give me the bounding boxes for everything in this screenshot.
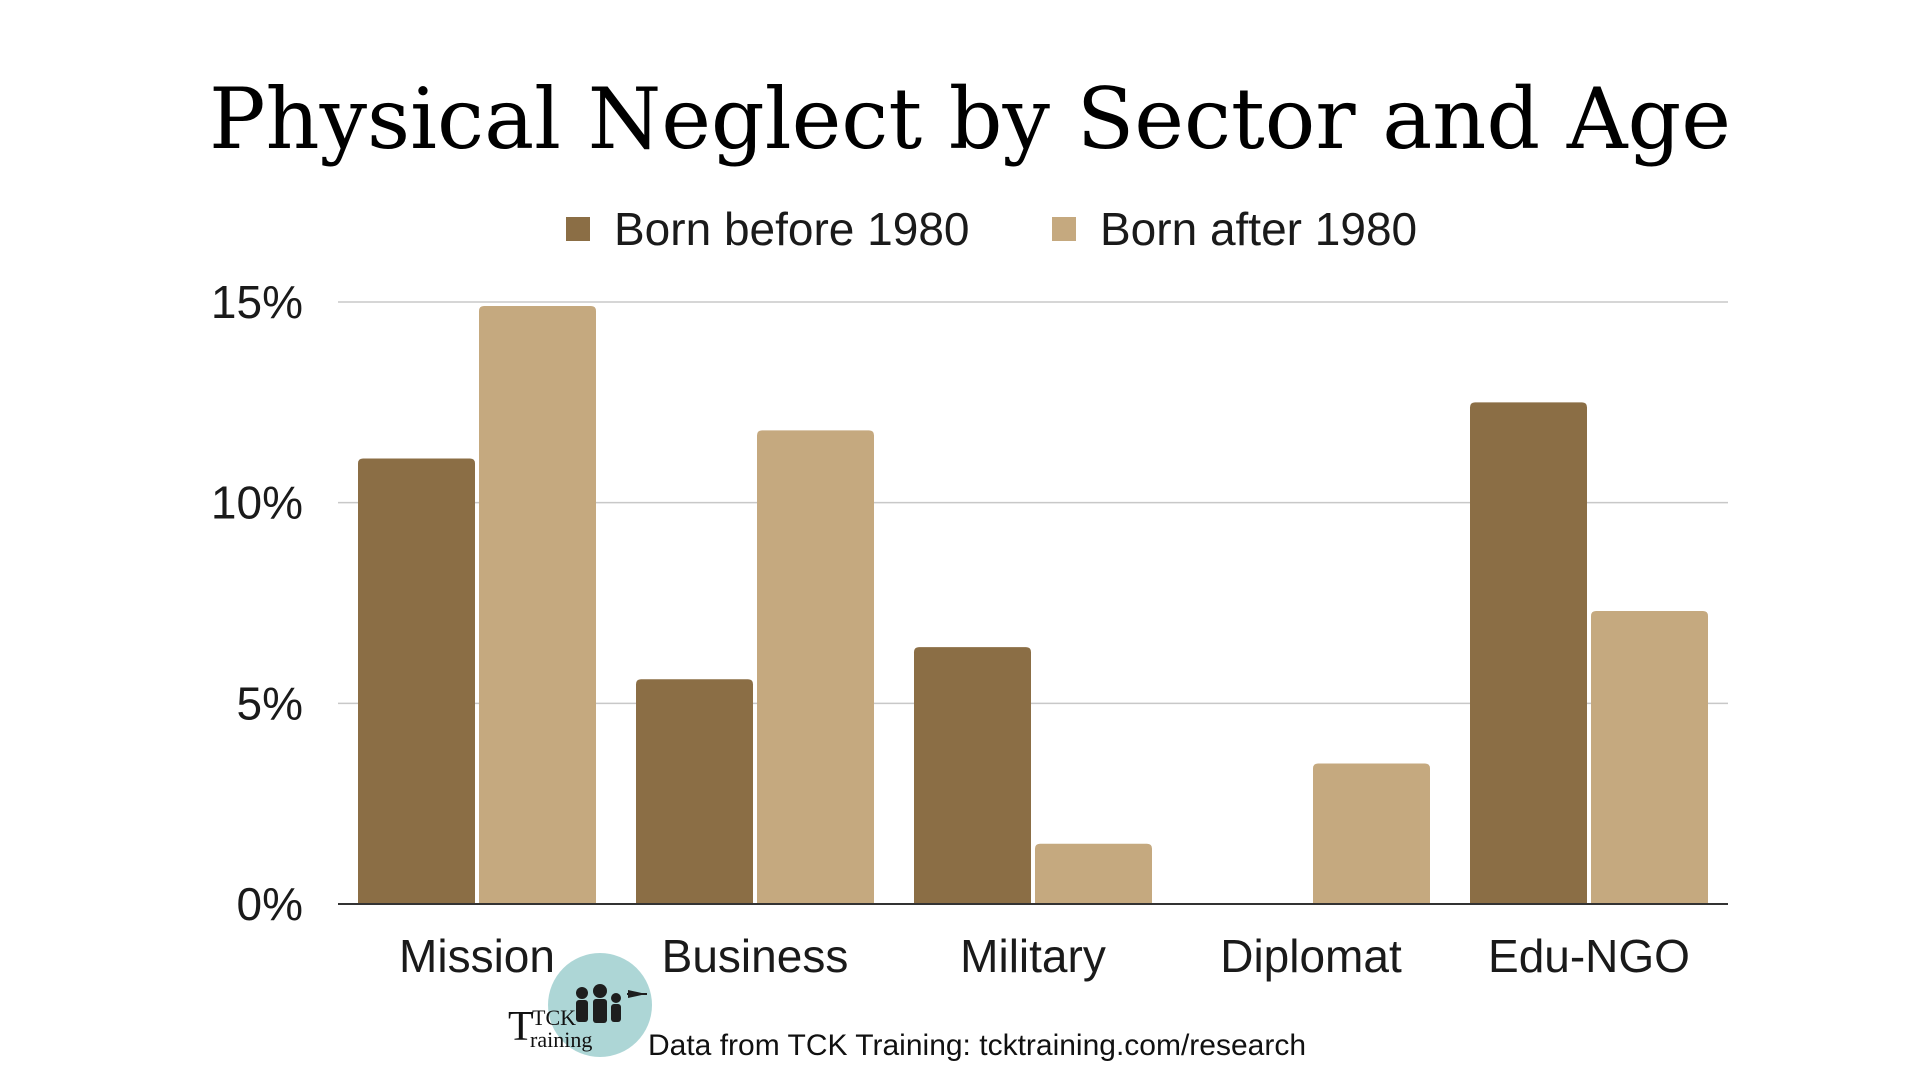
x-category-label: Military — [960, 930, 1106, 982]
x-category-label: Edu-NGO — [1488, 930, 1690, 982]
y-tick-label: 5% — [237, 677, 303, 729]
bar-business-series-1 — [636, 679, 753, 904]
bar-military-series-2 — [1035, 843, 1152, 904]
y-tick-label: 10% — [211, 477, 303, 529]
y-tick-label: 0% — [237, 878, 303, 930]
bar-diplomat-series-2 — [1313, 763, 1430, 904]
family-silhouette-icon — [576, 984, 647, 1023]
legend-label-before-1980: Born before 1980 — [614, 203, 970, 255]
x-category-label: Mission — [399, 930, 555, 982]
legend-swatch-before-1980 — [566, 217, 590, 241]
bars — [358, 306, 1708, 905]
x-category-label: Diplomat — [1220, 930, 1402, 982]
bar-mission-series-2 — [479, 306, 596, 905]
bar-military-series-1 — [914, 647, 1031, 904]
bar-business-series-2 — [757, 430, 874, 904]
x-category-label: Business — [662, 930, 849, 982]
source-note: Data from TCK Training: tcktraining.com/… — [648, 1029, 1306, 1062]
y-tick-label: 15% — [211, 276, 303, 328]
bar-mission-series-1 — [358, 458, 475, 904]
tck-training-logo: T TCK raining — [508, 953, 652, 1057]
logo-text-bottom: raining — [530, 1027, 592, 1052]
bar-edu-ngo-series-2 — [1591, 611, 1708, 904]
legend-label-after-1980: Born after 1980 — [1100, 203, 1417, 255]
y-axis-ticks: 0% 5% 10% 15% — [211, 276, 303, 930]
bar-edu-ngo-series-1 — [1470, 402, 1587, 904]
logo-initial: T — [508, 1004, 534, 1050]
logo-text-top: TCK — [532, 1005, 576, 1030]
legend-swatch-after-1980 — [1052, 217, 1076, 241]
chart-title: Physical Neglect by Sector and Age — [209, 70, 1731, 168]
legend: Born before 1980 Born after 1980 — [566, 203, 1417, 255]
x-axis-labels: Mission Business Military Diplomat Edu-NGO — [399, 930, 1690, 982]
